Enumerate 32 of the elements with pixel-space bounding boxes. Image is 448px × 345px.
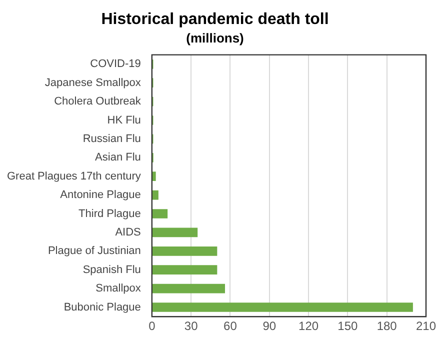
x-tick-label: 90	[262, 319, 276, 334]
bar	[152, 228, 198, 238]
y-tick-label: Cholera Outbreak	[54, 96, 142, 108]
bar	[152, 265, 218, 275]
y-tick-label: Asian Flu	[95, 152, 141, 164]
x-tick-label: 120	[298, 319, 319, 334]
bar	[152, 302, 413, 312]
chart-title: Historical pandemic death toll	[101, 11, 329, 28]
bar	[152, 190, 158, 200]
y-tick-label: Antonine Plague	[60, 189, 141, 202]
x-tick-label: 180	[376, 319, 398, 334]
chart-subtitle: (millions)	[186, 30, 244, 46]
x-tick-label: 30	[184, 319, 198, 334]
y-tick-label: Japanese Smallpox	[44, 76, 142, 89]
y-tick-label: Russian Flu	[82, 132, 141, 145]
bar	[152, 172, 156, 182]
x-tick-label: 150	[338, 319, 358, 334]
x-tick-label: 210	[416, 319, 436, 334]
y-tick-label: Plague of Justinian	[48, 245, 141, 258]
y-tick-label: COVID-19	[90, 58, 141, 70]
y-tick-label: Great Plagues 17th century	[6, 170, 142, 182]
y-tick-label: AIDS	[115, 226, 141, 238]
bar	[152, 246, 218, 256]
y-tick-label: Spanish Flu	[82, 264, 141, 276]
x-tick-label: 60	[224, 319, 238, 334]
bar	[152, 284, 225, 294]
y-tick-label: HK Flu	[107, 114, 141, 126]
y-tick-label: Bubonic Plague	[64, 301, 141, 314]
y-tick-label: Third Plague	[78, 208, 141, 220]
y-tick-label: Smallpox	[96, 282, 142, 295]
x-tick-label: 0	[148, 319, 156, 334]
bar	[152, 209, 168, 218]
